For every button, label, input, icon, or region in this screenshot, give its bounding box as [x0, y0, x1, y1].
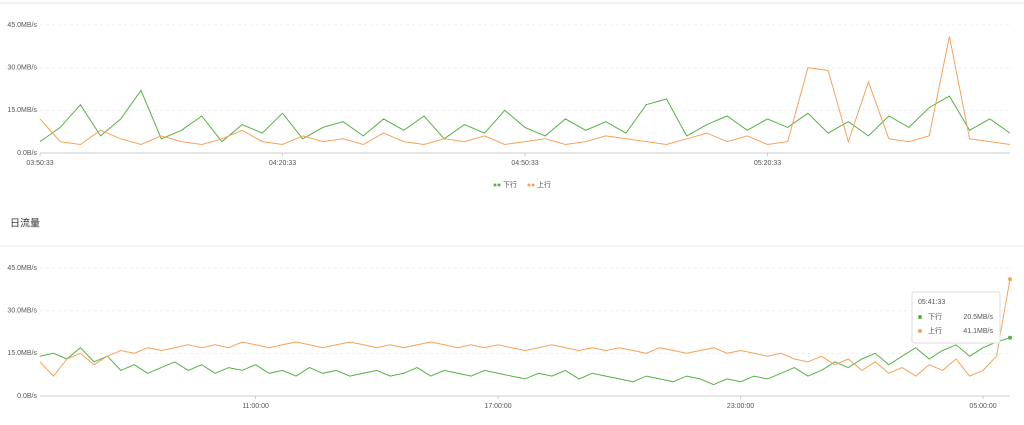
y-tick-label: 45.0MB/s	[7, 22, 37, 29]
x-tick-label: 23:00:00	[727, 403, 754, 410]
legend-label: 下行	[503, 180, 517, 189]
hover-point	[1008, 277, 1012, 282]
x-tick-label: 04:20:33	[269, 160, 296, 167]
tooltip-marker	[918, 329, 922, 333]
legend-label: 上行	[537, 180, 551, 189]
tooltip-box	[911, 291, 1001, 344]
x-tick-label: 11:00:00	[242, 403, 269, 410]
y-tick-label: 0.0B/s	[17, 393, 37, 400]
tooltip-marker	[918, 315, 922, 319]
y-tick-label: 15.0MB/s	[7, 350, 37, 357]
x-tick-label: 17:00:00	[484, 403, 511, 410]
series-line	[39, 36, 1011, 146]
hover-point	[1008, 335, 1012, 340]
x-tick-label: 05:00:00	[969, 403, 996, 410]
tooltip-name: 下行	[928, 312, 942, 321]
tooltip-title: 05:41:33	[918, 299, 945, 306]
y-tick-label: 30.0MB/s	[7, 308, 37, 315]
series-line	[39, 337, 1011, 386]
tooltip: 05:41:33 下行 20.5MB/s 上行 41.1MB/s	[911, 291, 1001, 344]
y-tick-label: 45.0MB/s	[7, 265, 37, 272]
series-line	[39, 279, 1011, 377]
series-line	[39, 89, 1011, 143]
y-tick-label: 0.0B/s	[17, 150, 37, 157]
y-tick-label: 15.0MB/s	[7, 107, 37, 114]
x-tick-label: 05:20:33	[754, 160, 781, 167]
x-tick-label: 03:50:33	[26, 160, 53, 167]
y-tick-label: 30.0MB/s	[7, 65, 37, 72]
tooltip-name: 上行	[928, 326, 942, 335]
tooltip-value: 20.5MB/s	[963, 314, 993, 321]
tooltip-value: 41.1MB/s	[963, 328, 993, 335]
x-tick-label: 04:50:33	[511, 160, 538, 167]
section-title: 日流量	[10, 217, 40, 230]
legend-marker	[527, 183, 531, 187]
legend-marker	[531, 183, 535, 187]
legend-marker	[493, 183, 497, 187]
legend-marker	[497, 183, 501, 187]
